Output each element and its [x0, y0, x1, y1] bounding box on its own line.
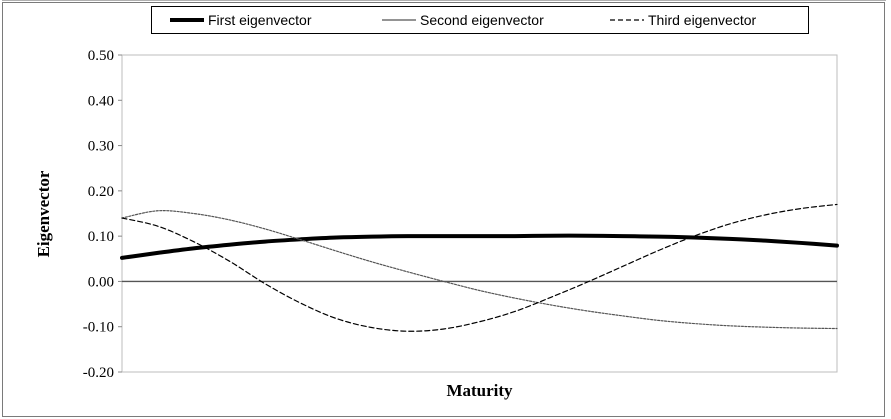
legend-swatch-third — [610, 15, 644, 25]
y-tick-label: 0.10 — [88, 229, 114, 245]
y-tick-label: 0.50 — [88, 48, 114, 64]
y-axis-title: Eigenvector — [34, 170, 53, 257]
legend-label-first: First eigenvector — [208, 12, 312, 28]
chart-legend: First eigenvector Second eigenvector Thi… — [151, 6, 809, 34]
legend-swatch-first — [170, 15, 204, 25]
y-tick-label: 0.20 — [88, 184, 114, 200]
legend-item-first: First eigenvector — [170, 11, 311, 29]
series-line-3 — [121, 203, 838, 332]
y-tick-label: -0.10 — [83, 320, 114, 336]
top-border-rule — [2, 0, 886, 1]
legend-label-third: Third eigenvector — [648, 12, 757, 28]
legend-label-second: Second eigenvector — [420, 12, 544, 28]
legend-item-second: Second eigenvector — [382, 11, 544, 29]
plot-area — [121, 54, 838, 373]
y-tick-label: 0.30 — [88, 139, 114, 155]
y-tick-label: -0.20 — [83, 365, 114, 381]
y-tick-label: 0.40 — [88, 93, 114, 109]
series-line-1 — [120, 233, 839, 260]
y-tick-label: 0.00 — [88, 274, 114, 290]
y-axis-ticks: 0.50 0.40 0.30 0.20 0.10 0.00 -0.10 -0.20 — [83, 48, 122, 381]
legend-item-third: Third eigenvector — [610, 11, 756, 29]
legend-swatch-second — [382, 15, 416, 25]
x-axis-title: Maturity — [446, 381, 513, 400]
series-line-2 — [121, 210, 838, 330]
series-layer — [120, 203, 839, 332]
